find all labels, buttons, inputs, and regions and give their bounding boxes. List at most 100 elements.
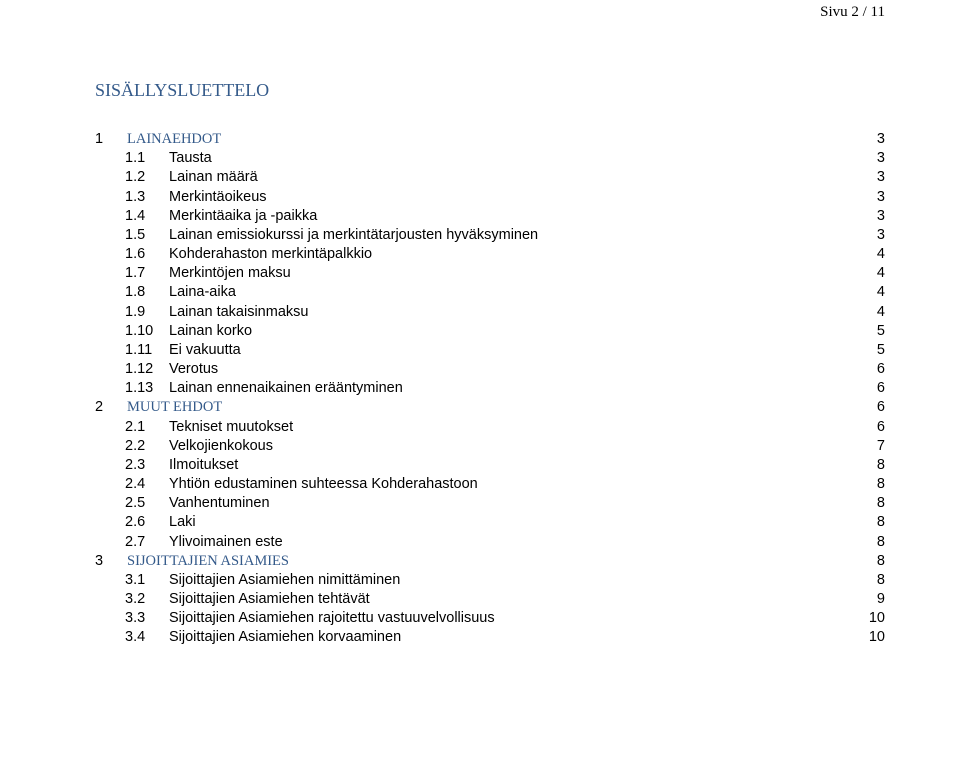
toc-entry-number: 3 [95, 553, 127, 570]
toc-entry-number: 3.1 [125, 572, 169, 589]
toc-entry[interactable]: 1.4Merkintäaika ja -paikka3 [95, 208, 885, 225]
toc-entry-page: 4 [873, 265, 885, 282]
toc-entry-page: 3 [873, 189, 885, 206]
toc-entry-page: 6 [873, 361, 885, 378]
toc-entry-number: 1.7 [125, 265, 169, 282]
toc-entry-number: 1.5 [125, 227, 169, 244]
toc-entry-number: 2.5 [125, 495, 169, 512]
toc-entry-number: 1.1 [125, 150, 169, 167]
toc-entry[interactable]: 1.2Lainan määrä 3 [95, 169, 885, 186]
toc-entry-label: Laki [169, 514, 196, 531]
toc-entry-page: 8 [873, 514, 885, 531]
toc-entry[interactable]: 1.3Merkintäoikeus 3 [95, 189, 885, 206]
toc-entry[interactable]: 1.7Merkintöjen maksu 4 [95, 265, 885, 282]
toc-entry-label: Lainan takaisinmaksu [169, 304, 308, 321]
toc-entry-page: 4 [873, 284, 885, 301]
toc-entry-page: 8 [873, 534, 885, 551]
page-number-header: Sivu 2 / 11 [820, 4, 885, 21]
toc-entry-label: Sijoittajien Asiamiehen rajoitettu vastu… [169, 610, 495, 627]
toc-entry-number: 1.12 [125, 361, 169, 378]
toc-entry[interactable]: 3.1Sijoittajien Asiamiehen nimittäminen 8 [95, 572, 885, 589]
toc-entry[interactable]: 2MUUT EHDOT 6 [95, 399, 885, 416]
toc-entry-label: Merkintöjen maksu [169, 265, 291, 282]
toc-entry-label: Merkintäoikeus [169, 189, 267, 206]
toc-entry[interactable]: 2.2Velkojienkokous7 [95, 438, 885, 455]
toc-entry-page: 8 [873, 457, 885, 474]
toc-entry[interactable]: 1.6Kohderahaston merkintäpalkkio 4 [95, 246, 885, 263]
toc-entry-page: 3 [873, 169, 885, 186]
toc-entry-label: Tekniset muutokset [169, 419, 293, 436]
toc-entry[interactable]: 3.3Sijoittajien Asiamiehen rajoitettu va… [95, 610, 885, 627]
toc-entry-label: MUUT EHDOT [127, 399, 222, 416]
toc-entry-label: Lainan ennenaikainen erääntyminen [169, 380, 403, 397]
toc-entry-number: 1.8 [125, 284, 169, 301]
toc-entry-page: 4 [873, 246, 885, 263]
toc-entry[interactable]: 3.4Sijoittajien Asiamiehen korvaaminen 10 [95, 629, 885, 646]
toc-entry-page: 3 [873, 227, 885, 244]
toc-entry[interactable]: 1.13Lainan ennenaikainen erääntyminen6 [95, 380, 885, 397]
toc-entry-number: 2.6 [125, 514, 169, 531]
toc-entry[interactable]: 2.1Tekniset muutokset 6 [95, 419, 885, 436]
toc-entry[interactable]: 1.1Tausta3 [95, 150, 885, 167]
toc-entry-label: Sijoittajien Asiamiehen korvaaminen [169, 629, 401, 646]
toc-entry-number: 3.2 [125, 591, 169, 608]
toc-entry-label: Ei vakuutta [169, 342, 241, 359]
toc-entry[interactable]: 1.11Ei vakuutta5 [95, 342, 885, 359]
toc-entry[interactable]: 1.8Laina-aika 4 [95, 284, 885, 301]
toc-entry-number: 1.9 [125, 304, 169, 321]
toc-entry-label: Sijoittajien Asiamiehen nimittäminen [169, 572, 400, 589]
toc-entry-label: Lainan määrä [169, 169, 258, 186]
toc-entry-number: 1.4 [125, 208, 169, 225]
toc-entry[interactable]: 2.6Laki 8 [95, 514, 885, 531]
toc-entry-number: 2.4 [125, 476, 169, 493]
toc-entry[interactable]: 1.12Verotus6 [95, 361, 885, 378]
toc-entry-page: 10 [865, 610, 885, 627]
toc-entry-number: 1.3 [125, 189, 169, 206]
toc-entry-number: 2 [95, 399, 127, 416]
toc-entry-page: 10 [865, 629, 885, 646]
toc-entry-number: 1.6 [125, 246, 169, 263]
toc-entry-number: 2.7 [125, 534, 169, 551]
toc-entry[interactable]: 1.9Lainan takaisinmaksu 4 [95, 304, 885, 321]
toc-entry-label: Lainan emissiokurssi ja merkintätarjoust… [169, 227, 538, 244]
toc-entry-number: 2.1 [125, 419, 169, 436]
toc-entry[interactable]: 2.7Ylivoimainen este 8 [95, 534, 885, 551]
toc-entry-number: 1 [95, 131, 127, 148]
toc-entry-page: 6 [873, 380, 885, 397]
toc-entry-label: Lainan korko [169, 323, 252, 340]
toc-entry-page: 5 [873, 323, 885, 340]
toc-entry[interactable]: 3SIJOITTAJIEN ASIAMIES 8 [95, 553, 885, 570]
toc-entry-label: Sijoittajien Asiamiehen tehtävät [169, 591, 370, 608]
toc-entry-page: 6 [873, 399, 885, 416]
toc-entry-label: SIJOITTAJIEN ASIAMIES [127, 553, 289, 570]
toc-entry-number: 3.4 [125, 629, 169, 646]
toc-entry-label: Ylivoimainen este [169, 534, 283, 551]
toc-entry-page: 4 [873, 304, 885, 321]
toc-entry[interactable]: 1.5Lainan emissiokurssi ja merkintätarjo… [95, 227, 885, 244]
toc-entry[interactable]: 1.10Lainan korko5 [95, 323, 885, 340]
toc-title: SISÄLLYSLUETTELO [95, 80, 885, 101]
toc-entry-label: Velkojienkokous [169, 438, 273, 455]
toc-entry[interactable]: 2.5Vanhentuminen 8 [95, 495, 885, 512]
toc-entry-page: 8 [873, 495, 885, 512]
document-page: Sivu 2 / 11 SISÄLLYSLUETTELO 1LAINAEHDOT… [0, 0, 960, 759]
toc-entry[interactable]: 2.4Yhtiön edustaminen suhteessa Kohderah… [95, 476, 885, 493]
toc-entry-label: Ilmoitukset [169, 457, 238, 474]
toc-entry-label: Yhtiön edustaminen suhteessa Kohderahast… [169, 476, 478, 493]
toc-entry-number: 1.2 [125, 169, 169, 186]
table-of-contents: 1LAINAEHDOT31.1Tausta31.2Lainan määrä31.… [95, 131, 885, 646]
toc-entry-page: 3 [873, 131, 885, 148]
toc-entry-page: 5 [873, 342, 885, 359]
toc-entry-page: 8 [873, 553, 885, 570]
toc-entry-label: LAINAEHDOT [127, 131, 221, 148]
toc-entry-page: 8 [873, 572, 885, 589]
toc-entry-page: 3 [873, 150, 885, 167]
toc-entry-page: 6 [873, 419, 885, 436]
toc-entry-label: Vanhentuminen [169, 495, 270, 512]
toc-entry-label: Laina-aika [169, 284, 236, 301]
toc-entry-label: Kohderahaston merkintäpalkkio [169, 246, 372, 263]
toc-entry[interactable]: 1LAINAEHDOT 3 [95, 131, 885, 148]
toc-entry[interactable]: 2.3Ilmoitukset8 [95, 457, 885, 474]
toc-entry-page: 3 [873, 208, 885, 225]
toc-entry[interactable]: 3.2Sijoittajien Asiamiehen tehtävät9 [95, 591, 885, 608]
